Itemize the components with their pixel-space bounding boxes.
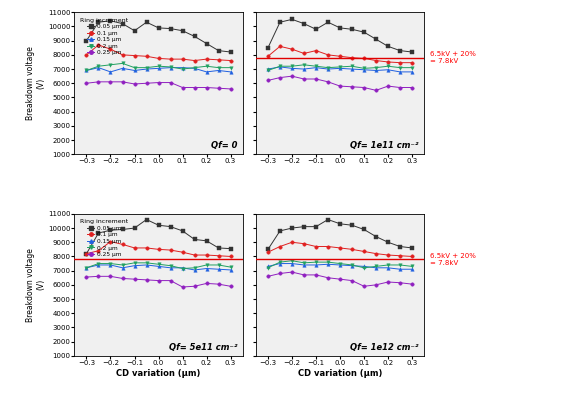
Y-axis label: Breakdown voltage
(V): Breakdown voltage (V): [26, 248, 45, 322]
Text: Qf= 5e11 cm⁻²: Qf= 5e11 cm⁻²: [169, 343, 237, 352]
Text: 6.5kV + 20%
= 7.8kV: 6.5kV + 20% = 7.8kV: [430, 253, 476, 266]
Text: Qf= 1e12 cm⁻²: Qf= 1e12 cm⁻²: [351, 343, 419, 352]
X-axis label: CD variation (μm): CD variation (μm): [298, 369, 382, 378]
Text: 6.5kV + 20%
= 7.8kV: 6.5kV + 20% = 7.8kV: [430, 51, 476, 64]
Legend: 0.05 μm, 0.1 μm, 0.15 μm, 0.2 μm, 0.25 μm: 0.05 μm, 0.1 μm, 0.15 μm, 0.2 μm, 0.25 μ…: [79, 17, 129, 57]
X-axis label: CD variation (μm): CD variation (μm): [116, 369, 201, 378]
Legend: 0.05 μm, 0.1 μm, 0.15 μm, 0.2 μm, 0.25 μm: 0.05 μm, 0.1 μm, 0.15 μm, 0.2 μm, 0.25 μ…: [79, 218, 129, 258]
Text: Qf= 1e11 cm⁻²: Qf= 1e11 cm⁻²: [351, 141, 419, 150]
Text: Qf= 0: Qf= 0: [211, 141, 237, 150]
Y-axis label: Breakdown voltage
(V): Breakdown voltage (V): [26, 46, 45, 120]
